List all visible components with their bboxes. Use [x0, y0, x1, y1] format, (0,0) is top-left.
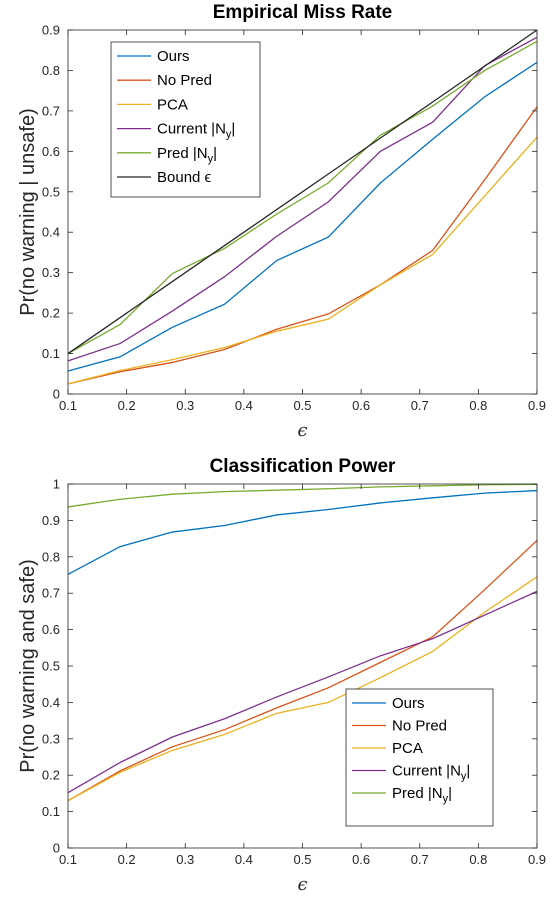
y-tick-label: 0.4 — [42, 695, 60, 710]
x-tick-label: 0.5 — [293, 852, 311, 867]
y-tick-label: 0.3 — [42, 265, 60, 280]
y-tick-label: 0.3 — [42, 731, 60, 746]
y-tick-label: 0.5 — [42, 184, 60, 199]
series-line-3 — [67, 36, 538, 362]
y-axis-label: Pr(no warning | unsafe) — [17, 108, 39, 316]
x-tick-label: 0.2 — [118, 398, 136, 413]
legend-label-0: Ours — [157, 48, 190, 65]
y-tick-label: 0.1 — [42, 804, 60, 819]
x-tick-label: 0.3 — [176, 852, 194, 867]
x-tick-label: 0.7 — [411, 852, 429, 867]
legend-label-4: Pred |Ny| — [157, 145, 217, 165]
legend: Ours No Pred PCA Current |Ny|Pred |Ny| — [345, 688, 494, 827]
x-tick-label: 0.2 — [118, 852, 136, 867]
y-tick-label: 0.6 — [42, 622, 60, 637]
x-tick-label: 0.7 — [411, 398, 429, 413]
x-tick-label: 0.1 — [59, 398, 77, 413]
chart-title: Classification Power — [210, 456, 396, 477]
y-tick-label: 1 — [53, 477, 60, 492]
x-tick-label: 0.6 — [352, 852, 370, 867]
x-axis-label: ϵ — [297, 874, 307, 895]
y-tick-label: 0.4 — [42, 225, 60, 240]
legend-box — [110, 41, 261, 198]
x-tick-label: 0.4 — [235, 398, 253, 413]
x-tick-label: 0.9 — [528, 852, 546, 867]
series-line-2 — [67, 136, 538, 385]
legend-label-0: Ours — [392, 695, 425, 712]
legend-label-1: No Pred — [392, 718, 447, 735]
series-line-3 — [67, 590, 538, 794]
legend-label-4: Pred |Ny| — [392, 785, 452, 805]
x-axis-label: ϵ — [297, 420, 307, 441]
series-line-1 — [67, 106, 538, 385]
legend-label-2: PCA — [392, 740, 423, 757]
legend-label-3: Current |Ny| — [157, 121, 235, 141]
legend-box — [345, 688, 494, 827]
y-tick-label: 0.5 — [42, 659, 60, 674]
legend-label-1: No Pred — [157, 72, 212, 89]
y-tick-label: 0.9 — [42, 23, 60, 38]
y-tick-label: 0.2 — [42, 768, 60, 783]
x-tick-label: 0.3 — [176, 398, 194, 413]
x-tick-label: 0.8 — [469, 852, 487, 867]
x-tick-label: 0.6 — [352, 398, 370, 413]
miss-rate-chart: Empirical Miss Rate 0.1 0.2 0.3 0.4 0.5 0.6 0.7… — [17, 2, 546, 441]
y-tick-label: 0.7 — [42, 103, 60, 118]
legend-label-3: Current |Ny| — [392, 763, 470, 783]
y-tick-label: 0.2 — [42, 306, 60, 321]
series-line-4 — [67, 483, 538, 508]
legend-label-5: Bound ϵ — [157, 169, 212, 186]
legend: Ours No Pred PCA Current |Ny| Pred |Ny| Bound… — [110, 41, 261, 198]
y-tick-label: 0.7 — [42, 586, 60, 601]
x-tick-label: 0.8 — [469, 398, 487, 413]
series-group — [67, 483, 538, 802]
y-tick-label: 0.8 — [42, 549, 60, 564]
series-line-0 — [67, 489, 538, 575]
legend-label-2: PCA — [157, 96, 188, 113]
chart-title: Empirical Miss Rate — [213, 2, 393, 23]
series-group — [67, 29, 538, 385]
series-line-0 — [67, 61, 538, 372]
x-tick-label: 0.1 — [59, 852, 77, 867]
x-tick-label: 0.4 — [235, 852, 253, 867]
y-tick-label: 0.9 — [42, 513, 60, 528]
y-tick-label: 0.1 — [42, 346, 60, 361]
series-line-2 — [67, 576, 538, 802]
series-line-5 — [67, 29, 538, 355]
x-tick-label: 0.5 — [293, 398, 311, 413]
y-tick-label: 0 — [53, 387, 60, 402]
y-tick-label: 0.6 — [42, 144, 60, 159]
classification-power-chart: Classification Power 0.1 0.2 0.3 0.4 0.5 0.6 0.… — [17, 456, 546, 895]
y-tick-label: 0.8 — [42, 63, 60, 78]
y-axis-label: Pr(no warning and safe) — [17, 559, 39, 772]
series-line-1 — [67, 539, 538, 802]
x-tick-label: 0.9 — [528, 398, 546, 413]
y-tick-label: 0 — [53, 841, 60, 856]
